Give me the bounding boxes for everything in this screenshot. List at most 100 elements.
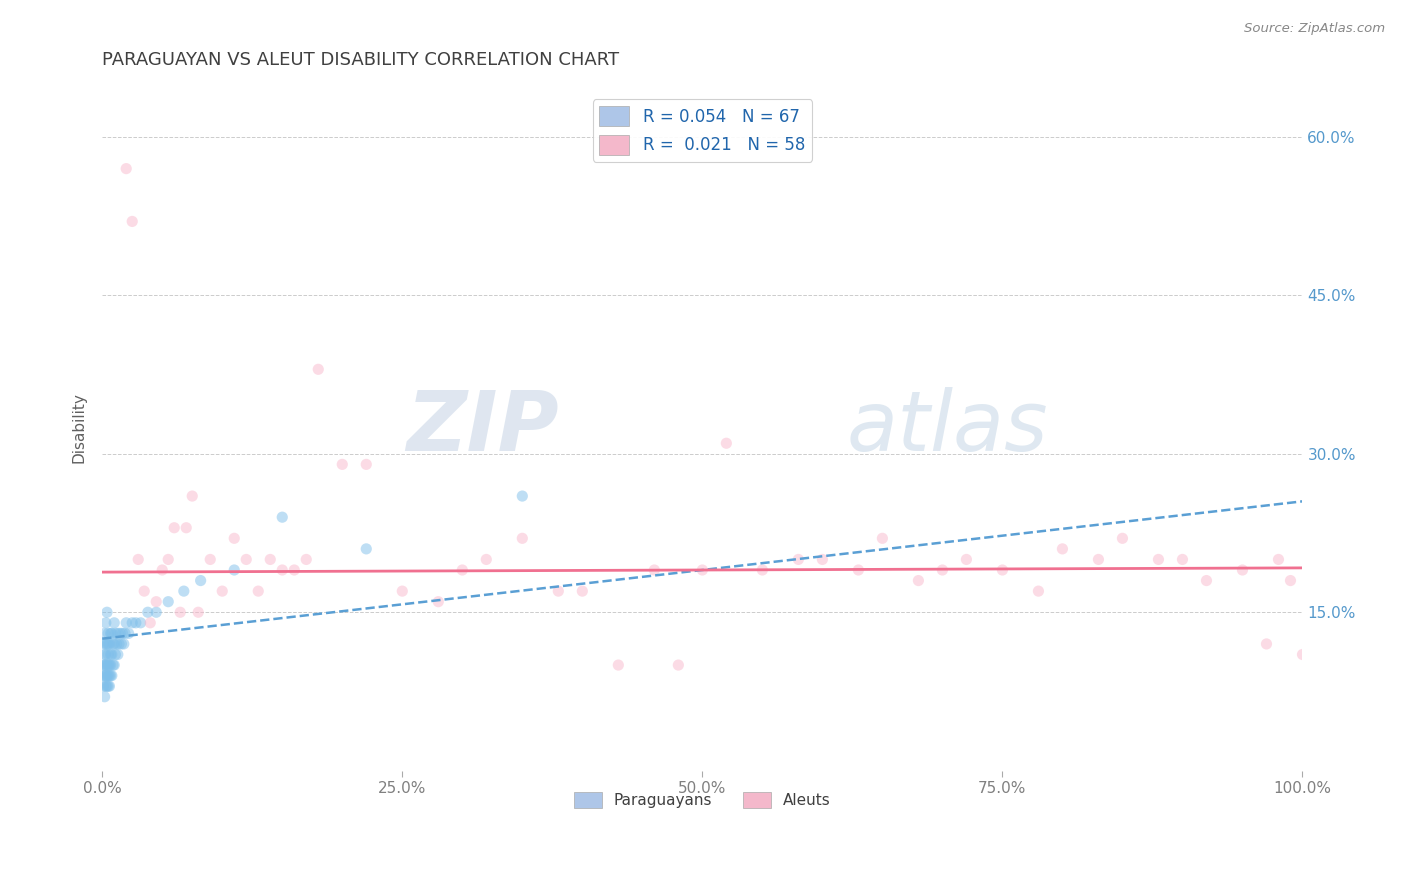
Point	[110, 626, 132, 640]
Point	[356, 541, 378, 556]
Point	[100, 658, 122, 673]
Point	[98, 679, 121, 693]
Point	[111, 626, 134, 640]
Point	[510, 489, 533, 503]
Point	[97, 668, 120, 682]
Point	[157, 552, 180, 566]
Point	[571, 584, 593, 599]
Point	[547, 584, 569, 599]
Point	[955, 552, 977, 566]
Point	[295, 552, 318, 566]
Point	[1147, 552, 1170, 566]
Point	[1195, 574, 1218, 588]
Point	[643, 563, 665, 577]
Point	[145, 595, 167, 609]
Point	[93, 626, 115, 640]
Point	[1052, 541, 1074, 556]
Point	[93, 648, 115, 662]
Point	[1267, 552, 1289, 566]
Point	[391, 584, 413, 599]
Point	[173, 584, 195, 599]
Point	[224, 563, 246, 577]
Point	[872, 531, 894, 545]
Point	[114, 626, 136, 640]
Point	[907, 574, 929, 588]
Point	[96, 637, 118, 651]
Point	[125, 615, 148, 630]
Point	[163, 521, 186, 535]
Point	[105, 637, 128, 651]
Point	[1111, 531, 1133, 545]
Point	[811, 552, 834, 566]
Point	[96, 679, 118, 693]
Point	[94, 658, 117, 673]
Point	[848, 563, 870, 577]
Point	[96, 605, 118, 619]
Point	[104, 648, 127, 662]
Point	[181, 489, 204, 503]
Point	[94, 668, 117, 682]
Point	[108, 637, 131, 651]
Point	[117, 626, 139, 640]
Point	[127, 552, 149, 566]
Point	[93, 668, 115, 682]
Point	[121, 615, 143, 630]
Point	[427, 595, 450, 609]
Point	[94, 615, 117, 630]
Point	[93, 690, 115, 704]
Point	[101, 658, 124, 673]
Point	[307, 362, 329, 376]
Point	[103, 658, 125, 673]
Point	[139, 615, 162, 630]
Point	[100, 626, 122, 640]
Point	[94, 679, 117, 693]
Point	[129, 615, 152, 630]
Point	[271, 510, 294, 524]
Point	[1279, 574, 1302, 588]
Y-axis label: Disability: Disability	[72, 392, 86, 463]
Point	[211, 584, 233, 599]
Point	[97, 679, 120, 693]
Point	[1087, 552, 1109, 566]
Point	[98, 658, 121, 673]
Point	[259, 552, 281, 566]
Point	[94, 648, 117, 662]
Point	[716, 436, 738, 450]
Point	[451, 563, 474, 577]
Point	[107, 648, 129, 662]
Point	[1232, 563, 1254, 577]
Point	[190, 574, 212, 588]
Point	[100, 668, 122, 682]
Point	[101, 637, 124, 651]
Text: atlas: atlas	[846, 387, 1047, 468]
Point	[101, 648, 124, 662]
Point	[200, 552, 222, 566]
Point	[93, 637, 115, 651]
Point	[93, 658, 115, 673]
Text: PARAGUAYAN VS ALEUT DISABILITY CORRELATION CHART: PARAGUAYAN VS ALEUT DISABILITY CORRELATI…	[103, 51, 619, 69]
Point	[666, 658, 689, 673]
Point	[1291, 648, 1313, 662]
Point	[98, 637, 121, 651]
Point	[224, 531, 246, 545]
Point	[104, 626, 127, 640]
Point	[97, 648, 120, 662]
Text: ZIP: ZIP	[406, 387, 558, 468]
Point	[94, 637, 117, 651]
Point	[692, 563, 714, 577]
Point	[1171, 552, 1194, 566]
Point	[510, 531, 533, 545]
Point	[98, 668, 121, 682]
Point	[112, 637, 135, 651]
Point	[107, 626, 129, 640]
Point	[330, 458, 353, 472]
Point	[93, 658, 115, 673]
Point	[101, 626, 124, 640]
Point	[103, 637, 125, 651]
Point	[96, 658, 118, 673]
Point	[150, 563, 173, 577]
Point	[751, 563, 773, 577]
Point	[103, 615, 125, 630]
Point	[121, 214, 143, 228]
Legend: Paraguayans, Aleuts: Paraguayans, Aleuts	[568, 787, 837, 814]
